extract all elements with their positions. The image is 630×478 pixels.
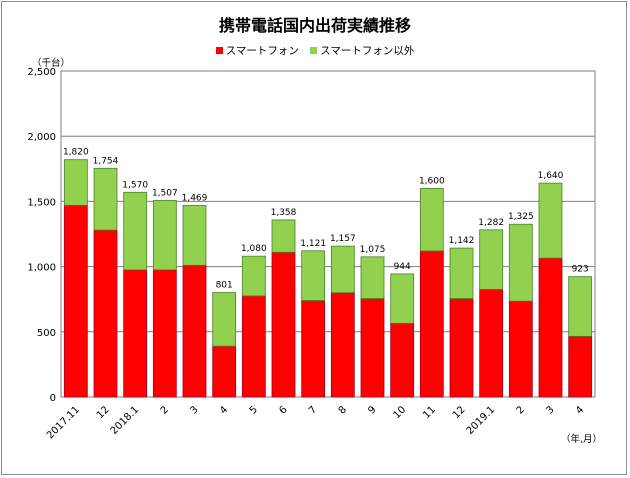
x-tick-label: 8 [337,404,349,416]
y-tick-label: 2,000 [27,132,56,143]
total-data-label: 1,282 [478,218,504,228]
x-tick-label: 2 [159,404,171,416]
bar-smartphone [63,204,88,398]
total-data-label: 1,358 [271,208,297,218]
total-data-label: 1,325 [508,212,534,222]
bar-other [63,159,88,206]
x-tick-label: 6 [277,404,289,416]
total-data-label: 1,600 [419,176,445,186]
x-tick-label: 12 [451,404,468,421]
total-data-label: 1,142 [449,236,475,246]
bar-smartphone [93,229,118,398]
total-data-label: 1,121 [300,239,326,249]
bar-other [419,187,444,252]
x-tick-label: 7 [307,404,319,416]
x-tick-label: 2018.1 [109,404,142,437]
x-tick-label: 4 [218,404,230,416]
total-data-label: 1,640 [538,171,564,181]
legend-swatch-other [310,47,318,54]
bar-other [212,292,237,347]
y-tick-label: 2,500 [27,67,56,78]
bar-smartphone [449,298,474,398]
x-tick-label: 5 [248,404,260,416]
total-data-label: 1,507 [152,188,178,198]
total-data-label: 801 [216,281,233,291]
bar-smartphone [508,300,533,398]
bar-smartphone [241,295,266,398]
bar-smartphone [360,298,385,398]
bar-smartphone [301,300,326,398]
total-data-label: 1,157 [330,234,356,244]
total-data-label: 1,570 [122,180,148,190]
total-data-label: 1,075 [360,245,386,255]
bar-other [449,247,474,299]
x-tick-label: 3 [544,404,556,416]
bar-smartphone [182,264,207,398]
bar-smartphone [212,345,237,398]
bar-other [123,191,148,271]
x-tick-label: 2019.1 [465,404,498,437]
chart-legend: スマートフォン スマートフォン以外 [2,43,628,58]
total-data-label: 923 [572,265,589,275]
plot-area-border [60,70,596,398]
bar-other [508,223,533,302]
bar-smartphone [271,251,296,398]
total-data-label: 1,754 [93,156,119,166]
total-data-label: 1,820 [63,148,89,158]
legend-label-smartphone: スマートフォン [225,45,299,57]
legend-item-smartphone: スマートフォン [215,43,299,58]
bar-smartphone [419,250,444,398]
bar-other [390,273,415,324]
bar-other [538,182,563,259]
bar-other [301,250,326,301]
bar-other [360,256,385,299]
bar-smartphone [479,289,504,398]
total-data-label: 1,469 [182,193,208,203]
x-tick-label: 11 [421,404,438,421]
bar-smartphone [390,322,415,398]
x-tick-label: 10 [392,404,409,421]
total-data-label: 944 [394,262,411,272]
x-tick-label: 12 [95,404,112,421]
bar-other [479,229,504,290]
bar-smartphone [330,292,355,398]
bar-other [241,255,266,297]
bar-smartphone [568,335,593,398]
y-tick-label: 0 [50,393,56,404]
x-tick-label: 2 [515,404,527,416]
x-tick-label: 4 [574,404,586,416]
y-axis-unit: （千台） [32,58,71,69]
bar-other [152,200,177,271]
x-tick-label: 9 [366,404,378,416]
bar-smartphone [538,257,563,398]
x-tick-label: 2017.11 [45,404,82,441]
legend-label-other: スマートフォン以外 [320,45,415,57]
bar-other [93,167,118,231]
bar-smartphone [123,269,148,398]
legend-swatch-smartphone [215,47,223,54]
y-tick-label: 1,000 [27,263,56,274]
bar-other [568,276,593,337]
x-axis-unit: （年,月） [561,434,603,445]
chart-title: 携帯電話国内出荷実績推移 [218,16,411,35]
y-tick-label: 1,500 [27,197,56,208]
bar-other [271,219,296,253]
bar-smartphone [152,269,177,398]
bar-other [182,205,207,266]
x-tick-label: 3 [188,404,200,416]
y-tick-label: 500 [37,328,56,339]
bar-other [330,245,355,294]
total-data-label: 1,080 [241,244,267,254]
legend-item-other: スマートフォン以外 [310,43,414,58]
